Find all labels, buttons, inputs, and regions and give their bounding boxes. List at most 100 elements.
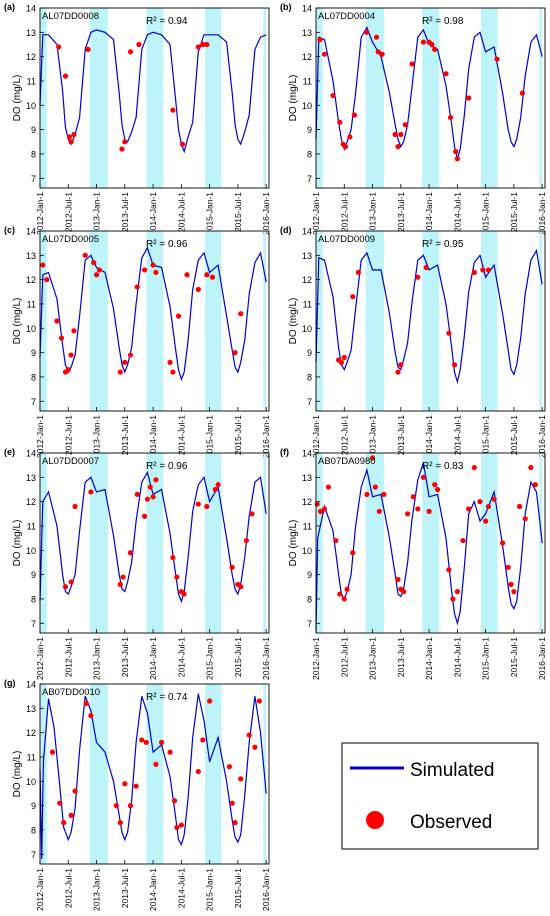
y-tick-label: 12 [26, 275, 36, 285]
y-tick-label: 10 [26, 101, 36, 111]
winter-band [365, 231, 384, 411]
observed-point [147, 484, 153, 490]
observed-point [58, 335, 65, 341]
observed-point [229, 800, 235, 806]
x-tick-label: 2013-Jul-1 [120, 192, 130, 232]
x-tick-label: 2014-Jan-1 [148, 637, 158, 680]
winter-band [539, 231, 543, 411]
x-tick-label: 2014-Jul-1 [176, 637, 186, 677]
x-tick-label: 2012-Jul-1 [339, 637, 349, 677]
station-id: AL07DD0007 [42, 456, 99, 467]
observed-point [454, 156, 460, 162]
observed-point [184, 272, 190, 278]
observed-point [72, 788, 78, 794]
observed-point [204, 272, 210, 278]
plot-frame [39, 7, 270, 189]
observed-point [528, 464, 534, 471]
y-tick-label: 11 [303, 76, 312, 86]
observed-point [402, 122, 408, 128]
x-tick-label: 2012-Jul-1 [63, 192, 73, 232]
x-tick-label: 2016-Jan-1 [537, 192, 547, 235]
observed-point [133, 783, 139, 789]
observed-point [522, 516, 528, 522]
observed-point [466, 506, 472, 512]
y-tick-label: 9 [307, 125, 312, 135]
plot-frame [315, 452, 546, 634]
observed-point [134, 284, 140, 290]
observed-point [415, 274, 421, 280]
x-tick-label: 2015-Jul-1 [509, 192, 519, 232]
r-squared: R² = 0.74 [146, 692, 188, 703]
y-tick-label: 12 [302, 497, 312, 507]
observed-point [314, 501, 320, 507]
y-tick-label: 8 [307, 372, 312, 382]
simulated-series-line [315, 248, 543, 385]
y-tick-label: 13 [302, 28, 312, 38]
winter-band [205, 684, 222, 864]
observed-point [232, 350, 238, 356]
y-tick-label: 13 [26, 251, 36, 261]
observed-point [120, 574, 126, 580]
observed-point [204, 503, 210, 510]
observed-point [450, 596, 456, 602]
observed-point [229, 564, 235, 570]
panel-label: (a) [4, 2, 15, 12]
x-tick-label: 2016-Jan-1 [261, 192, 271, 235]
y-tick-label: 7 [31, 850, 36, 860]
r-squared: R² = 0.96 [146, 239, 188, 250]
observed-point [88, 713, 94, 719]
observed-point [127, 49, 134, 55]
winter-band [89, 453, 108, 633]
observed-point [471, 464, 477, 471]
simulated-series-line [315, 462, 543, 631]
observed-point [174, 824, 180, 831]
observed-point [432, 482, 438, 488]
y-tick-label: 9 [307, 348, 312, 358]
observed-point [40, 262, 46, 268]
observed-point [341, 596, 347, 602]
observed-point [134, 491, 140, 497]
x-tick-label: 2012-Jul-1 [63, 637, 73, 677]
observed-point [171, 798, 178, 804]
y-tick-label: 10 [26, 324, 36, 334]
observed-point [508, 581, 514, 587]
panel-label: (e) [4, 447, 15, 457]
x-tick-label: 2014-Jul-1 [176, 415, 186, 455]
observed-point [178, 822, 184, 828]
y-tick-label: 11 [27, 521, 36, 531]
y-tick-label: 8 [31, 149, 36, 159]
observed-point [344, 586, 350, 592]
x-tick-label: 2013-Jul-1 [396, 415, 406, 455]
observed-point [317, 37, 323, 43]
y-tick-label: 8 [307, 594, 312, 604]
observed-point [415, 506, 421, 512]
x-tick-label: 2014-Jul-1 [452, 192, 462, 232]
observed-point [426, 508, 432, 514]
observed-point [401, 589, 407, 595]
observed-point [153, 761, 159, 767]
observed-point [68, 579, 74, 585]
observed-point [215, 482, 221, 488]
x-tick-label: 2015-Jul-1 [233, 192, 243, 232]
y-tick-label: 10 [302, 546, 312, 556]
y-tick-label: 8 [307, 149, 312, 159]
observed-point [179, 141, 186, 147]
observed-point [204, 41, 210, 48]
y-tick-label: 14 [26, 680, 36, 690]
observed-point [338, 359, 345, 365]
simulated-series-line [39, 29, 267, 154]
observed-point [364, 491, 370, 497]
observed-point [57, 800, 63, 806]
x-tick-label: 2015-Jan-1 [205, 637, 215, 680]
panel-label: (f) [280, 447, 289, 457]
x-tick-label: 2015-Jan-1 [481, 192, 491, 235]
observed-point [212, 486, 218, 493]
x-tick-label: 2012-Jan-1 [311, 415, 321, 458]
x-tick-label: 2013-Jul-1 [120, 415, 130, 455]
panel-label: (b) [280, 2, 292, 12]
winter-band [316, 453, 323, 633]
y-tick-label: 12 [302, 275, 312, 285]
observed-point [249, 511, 255, 517]
station-id: AB07DD0010 [42, 687, 100, 698]
